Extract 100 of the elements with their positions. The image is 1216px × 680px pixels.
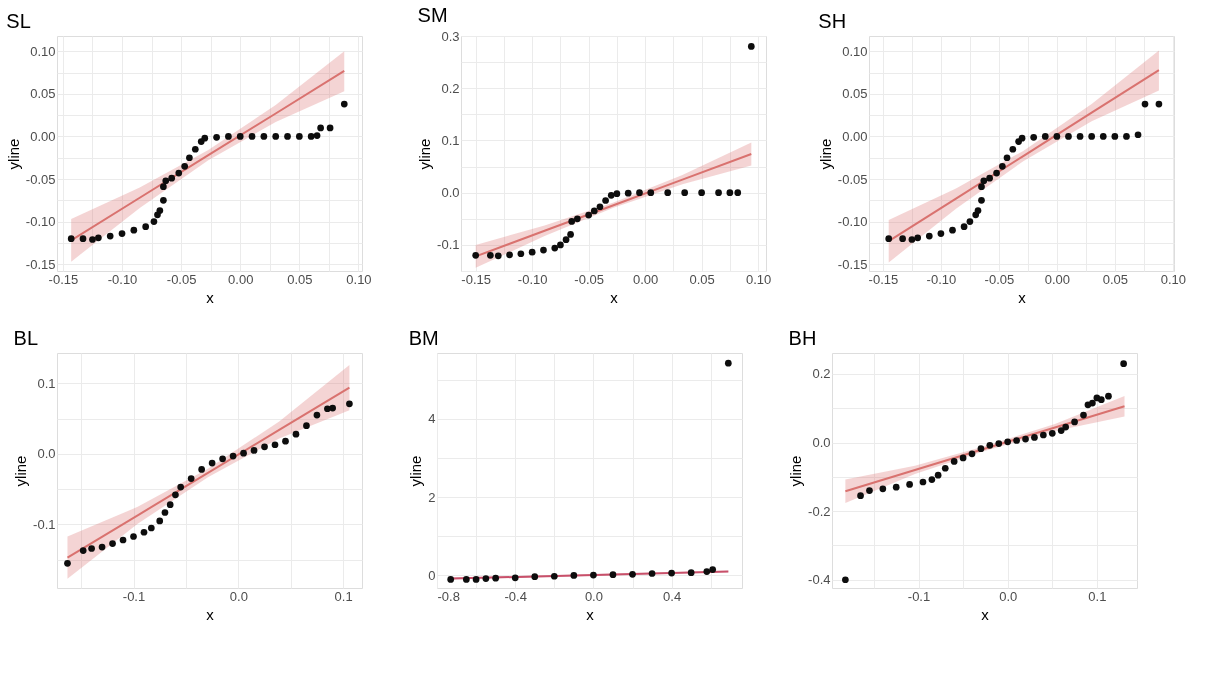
point [557, 241, 564, 249]
point [340, 100, 348, 108]
point [282, 437, 289, 445]
point [284, 133, 291, 140]
x-tick-label: -0.4 [504, 588, 527, 604]
x-tick-label: -0.05 [574, 271, 604, 287]
point [950, 458, 958, 465]
x-tick-label: 0.00 [228, 271, 254, 287]
x-tick-label: -0.10 [517, 271, 548, 287]
y-tick-label: 0.2 [441, 80, 460, 96]
point [879, 485, 887, 493]
point [885, 235, 893, 242]
point [1062, 423, 1070, 431]
point [229, 452, 237, 460]
x-tick-label: 0.4 [663, 588, 682, 604]
point [219, 455, 226, 463]
point [326, 124, 334, 132]
point [201, 134, 209, 142]
x-axis-title: x [206, 288, 215, 306]
point [150, 218, 158, 225]
point [941, 464, 949, 472]
point [208, 459, 216, 467]
point [177, 483, 185, 491]
point [1099, 133, 1107, 140]
point [1155, 100, 1163, 108]
point [1111, 133, 1119, 140]
x-tick-label: 0.05 [689, 271, 715, 287]
point [1053, 133, 1061, 140]
point [187, 475, 195, 482]
point [636, 189, 643, 197]
point [295, 133, 303, 140]
point [726, 189, 734, 197]
point [106, 232, 114, 240]
y-axis-title: yline [407, 455, 425, 487]
point [968, 450, 976, 458]
point [960, 223, 968, 231]
x-tick-label: -0.05 [166, 271, 197, 287]
point [240, 449, 247, 457]
point [142, 223, 150, 231]
y-tick-label: 0.1 [441, 132, 460, 148]
point [596, 203, 604, 211]
y-tick-label: 0.10 [842, 43, 868, 59]
x-tick-label: -0.05 [984, 271, 1015, 287]
point [562, 236, 570, 244]
y-tick-label: -0.2 [808, 503, 831, 519]
point [1065, 133, 1072, 140]
chart-title: BM [408, 327, 439, 349]
point [978, 196, 985, 204]
x-tick-label: 0.1 [334, 588, 353, 604]
point [156, 517, 164, 525]
point [1080, 411, 1087, 419]
point [79, 547, 87, 554]
point [925, 232, 933, 240]
y-tick-label: -0.05 [837, 171, 868, 187]
point [647, 189, 655, 197]
point [67, 235, 75, 242]
point [1120, 360, 1127, 367]
point [147, 524, 155, 532]
y-axis-title: yline [4, 138, 22, 170]
point [1105, 392, 1112, 400]
point [186, 154, 193, 162]
x-axis-title: x [1018, 288, 1027, 306]
point [1076, 133, 1084, 140]
point [172, 491, 179, 499]
point [98, 543, 106, 551]
point [977, 445, 985, 453]
point [506, 251, 513, 259]
point [698, 189, 705, 197]
point [1089, 399, 1096, 407]
chart-title: SM [417, 4, 448, 26]
chart-title: BL [13, 327, 39, 349]
point [175, 169, 183, 177]
point [313, 132, 321, 139]
y-tick-label: 0 [428, 567, 436, 583]
point [949, 226, 956, 234]
point [892, 483, 900, 491]
point [248, 133, 256, 140]
point [540, 246, 547, 254]
point [168, 174, 176, 182]
x-tick-label: 0.0 [999, 588, 1018, 604]
point [919, 478, 927, 486]
point [1031, 434, 1038, 441]
point [1088, 133, 1096, 140]
point [1097, 396, 1105, 403]
y-axis-title: yline [416, 138, 434, 170]
point [906, 481, 913, 488]
point [64, 559, 71, 567]
x-tick-label: -0.15 [868, 271, 899, 287]
point [993, 169, 1000, 177]
point [191, 145, 199, 153]
point [130, 226, 138, 234]
point [1022, 435, 1029, 443]
point [1003, 154, 1011, 162]
y-tick-label: -0.10 [25, 214, 56, 230]
point [119, 536, 127, 544]
y-tick-label: 0.00 [842, 128, 868, 144]
point [959, 454, 967, 462]
chart-title: SL [6, 10, 31, 32]
y-tick-label: -0.1 [33, 516, 56, 532]
x-tick-label: 0.0 [584, 588, 603, 604]
